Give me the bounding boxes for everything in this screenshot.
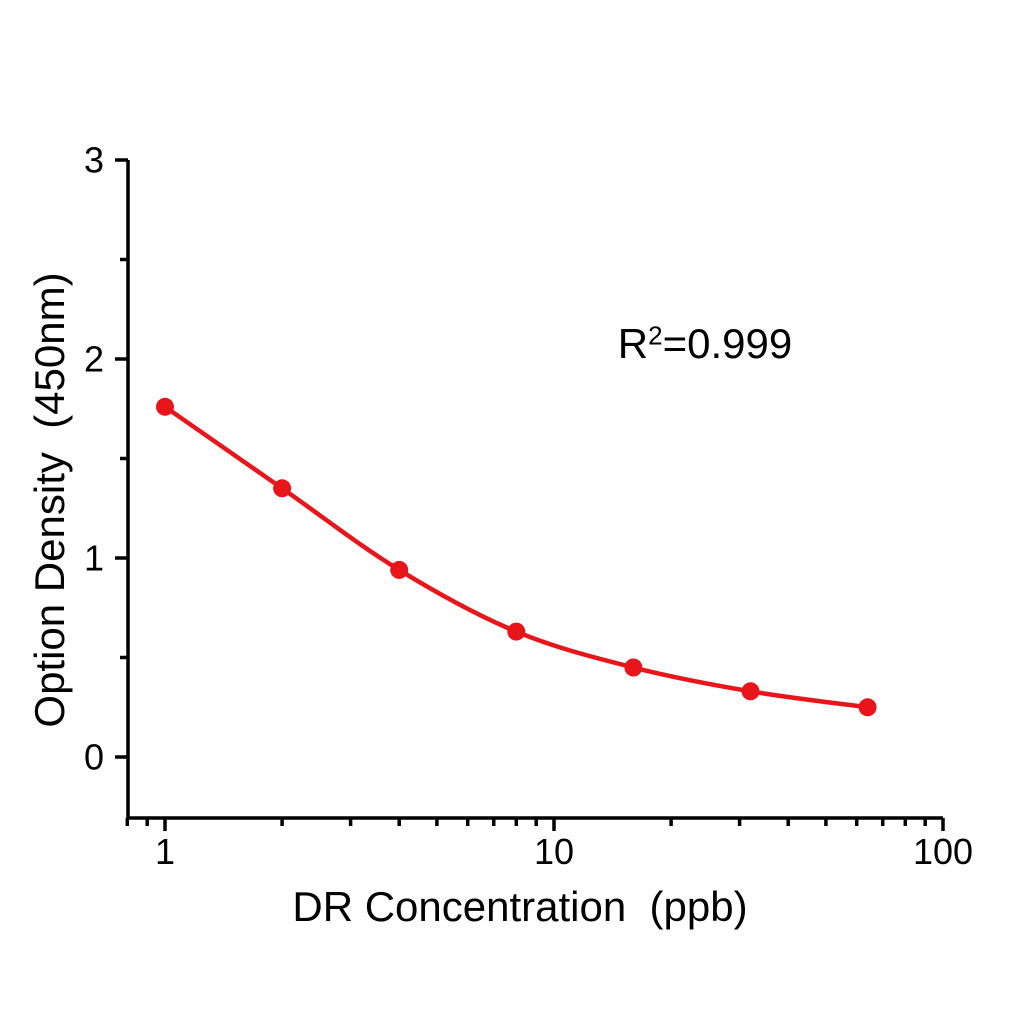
x-tick-label: 1 [155,831,175,872]
r-squared-base: R [617,319,649,367]
r-squared-value: =0.999 [662,319,793,367]
y-tick-label: 3 [84,140,104,181]
data-point [273,479,292,498]
data-point [507,622,526,641]
y-tick-label: 1 [84,538,104,579]
y-tick-label: 2 [84,339,104,380]
x-tick-label: 10 [534,831,574,872]
x-tick-label: 100 [913,831,973,872]
axis-spines [126,160,943,820]
data-point [624,658,643,677]
data-point [156,397,174,416]
fit-curve [162,404,870,710]
data-point [390,560,409,579]
data-point [858,698,877,717]
y-axis-title: Option Density (450nm) [25,272,73,728]
data-point [741,682,760,701]
x-axis-title: DR Concentration (ppb) [292,882,748,930]
r-squared-annotation: R2=0.999 [617,319,793,367]
y-tick-label: 0 [84,737,104,778]
r-squared-exponent: 2 [648,320,663,351]
